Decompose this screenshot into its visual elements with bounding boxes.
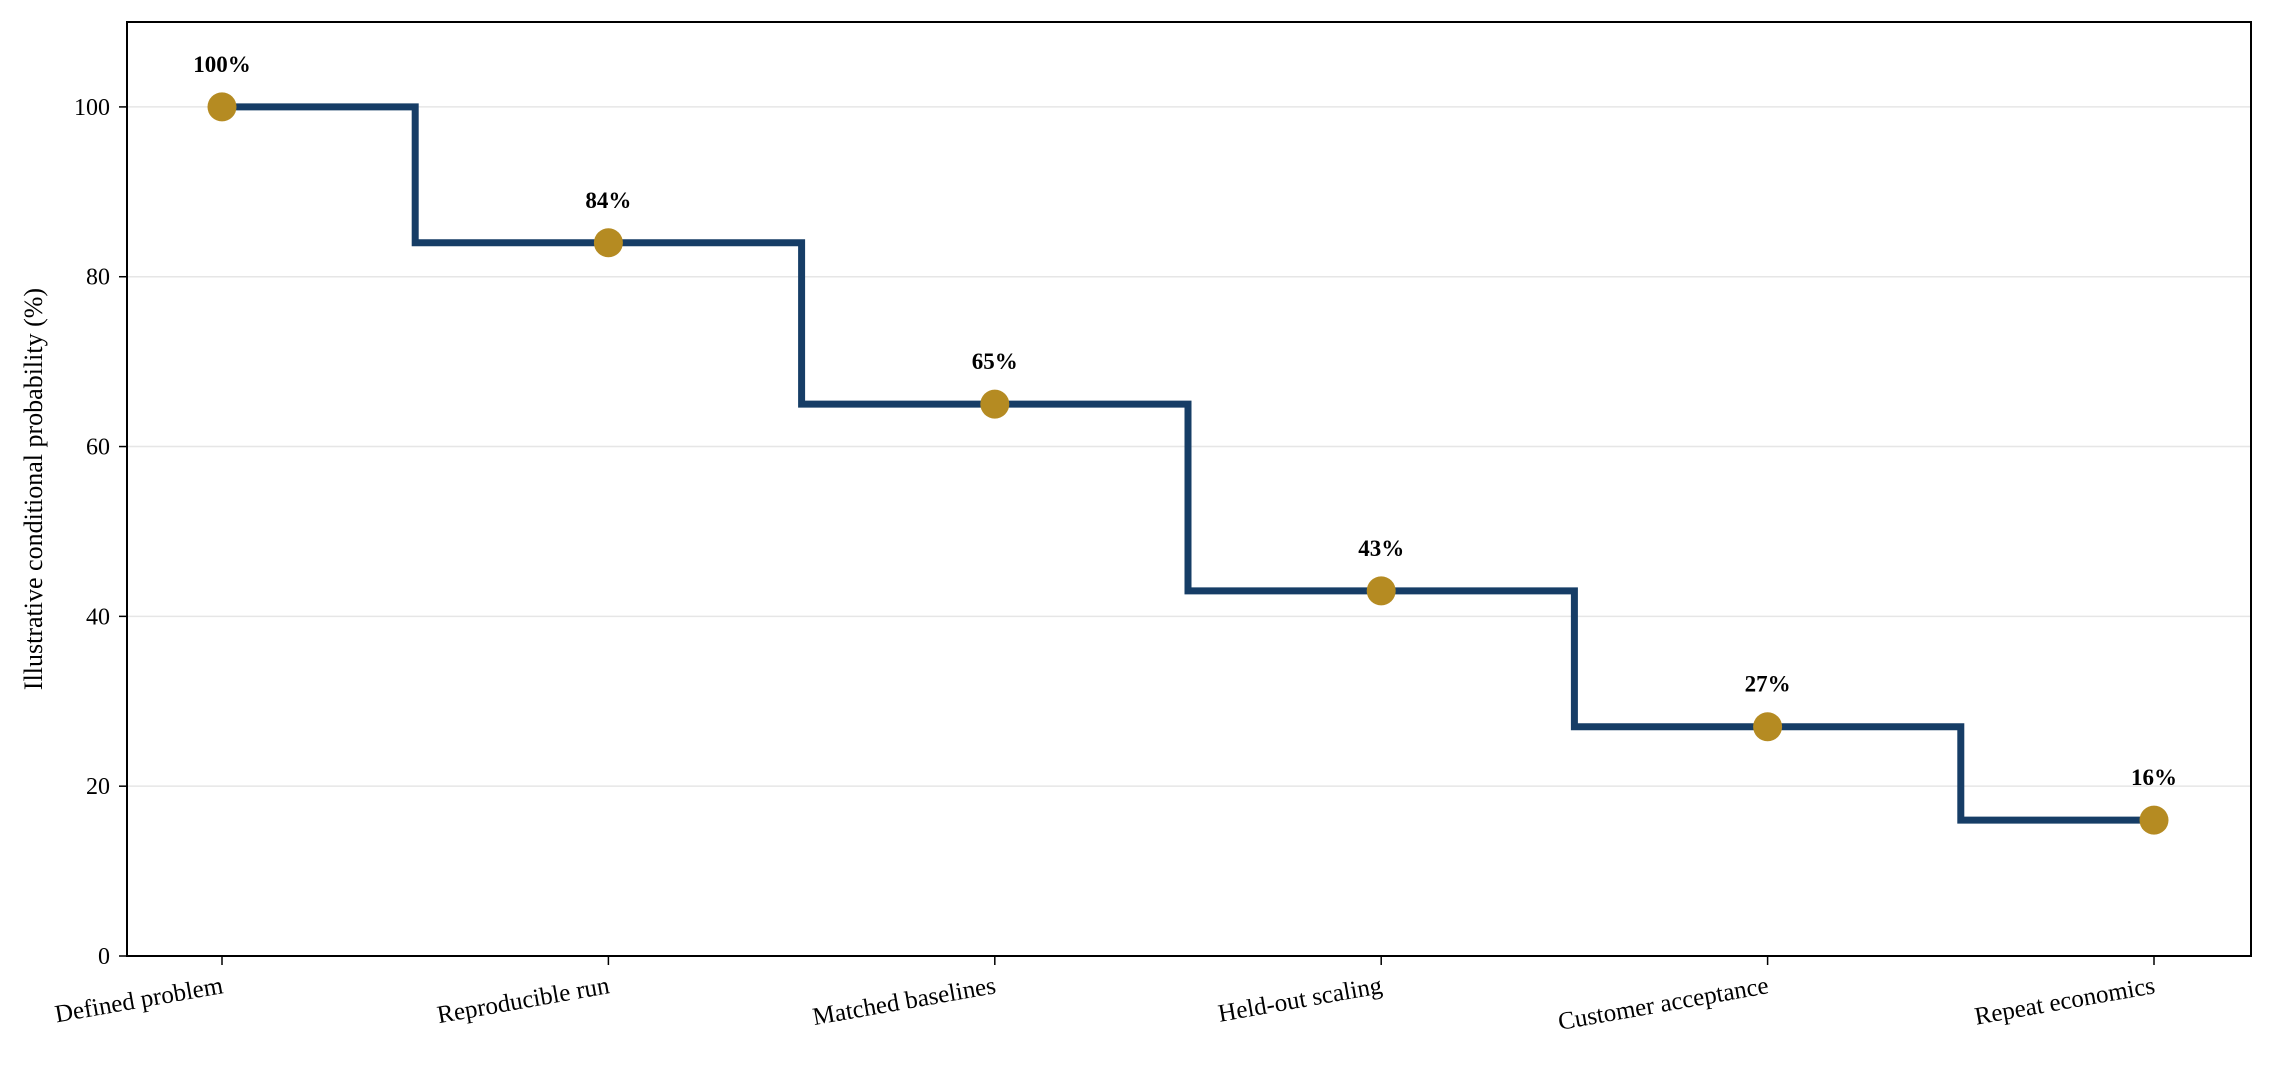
series-step-line (222, 103, 2154, 824)
data-label: 65% (972, 349, 1018, 374)
data-point (1366, 576, 1396, 606)
data-point (1753, 712, 1783, 742)
x-tick-label: Matched baselines (811, 972, 998, 1031)
data-label: 100% (193, 52, 251, 77)
data-labels: 100% 84% 65% 43% 27% 16% (193, 52, 2177, 790)
step-line (222, 103, 2154, 824)
data-points (207, 92, 2169, 835)
data-point (2139, 805, 2169, 835)
data-label: 16% (2131, 765, 2177, 790)
x-tick-label: Customer acceptance (1556, 972, 1771, 1036)
data-label: 43% (1358, 536, 1404, 561)
plot-frame (126, 21, 2252, 957)
x-tick-label: Defined problem (53, 972, 226, 1028)
y-tick-label: 80 (86, 265, 110, 291)
y-tick-label: 40 (86, 604, 110, 630)
y-tick-label: 0 (98, 944, 110, 970)
y-axis-title: Illustrative conditional probability (%) (19, 288, 48, 690)
data-point (980, 389, 1010, 419)
y-tick-label: 20 (86, 774, 110, 800)
y-tick-label: 100 (74, 95, 110, 121)
y-tick-label: 60 (86, 435, 110, 461)
data-label: 84% (585, 188, 631, 213)
x-axis-ticks: Defined problem Reproducible run Matched b… (53, 956, 2157, 1036)
data-point (593, 228, 623, 258)
x-tick-label: Held-out scaling (1216, 972, 1385, 1027)
data-label: 27% (1745, 672, 1791, 697)
x-tick-label: Reproducible run (435, 972, 612, 1029)
x-tick-label: Repeat economics (1973, 972, 2157, 1030)
data-point (207, 92, 237, 122)
y-axis-ticks: 0 20 40 60 80 100 (74, 95, 127, 970)
